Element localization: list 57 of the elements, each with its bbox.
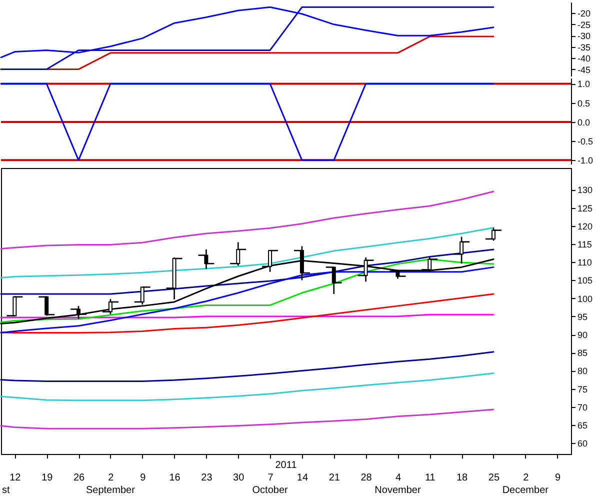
- x-tick-label: 4: [395, 472, 402, 484]
- x-tick-label: 26: [73, 472, 86, 484]
- y-tick-label: 0.5: [578, 98, 590, 108]
- y-tick-label: 90: [578, 330, 588, 340]
- x-tick-label: 2: [523, 472, 530, 484]
- y-tick-label: 95: [578, 312, 588, 322]
- y-tick-label: 1.0: [578, 79, 590, 90]
- x2-tick-label: September: [86, 485, 136, 496]
- x-tick-label: 12: [10, 472, 22, 484]
- x-tick-label: 9: [140, 472, 146, 484]
- line-series: [0, 293, 494, 334]
- line-series: [0, 408, 494, 430]
- x2-tick-label: October: [252, 485, 288, 496]
- line-series: [0, 372, 494, 402]
- x-tick-label: 19: [42, 472, 54, 484]
- y-tick-label: -35: [578, 42, 591, 52]
- line-series: [0, 351, 494, 382]
- y-tick-label: 75: [578, 384, 588, 394]
- y-tick-label: 105: [578, 276, 593, 286]
- x-tick-label: 23: [201, 472, 213, 484]
- y-tick-label: -25: [578, 20, 591, 30]
- y-tick-label: 60: [578, 438, 588, 449]
- x-tick-label: 11: [424, 472, 436, 484]
- y-tick-label: 0.0: [578, 117, 590, 128]
- x-axis-title: 2011: [275, 460, 298, 471]
- y-tick-label: 110: [578, 258, 592, 268]
- x-tick-label: 28: [360, 472, 372, 484]
- line-series: [0, 190, 494, 250]
- y-tick-label: 85: [578, 348, 588, 358]
- y-tick-label: 130: [578, 185, 593, 196]
- x-tick-label: 14: [296, 472, 308, 484]
- x-tick-label: 7: [268, 472, 274, 484]
- x-tick-label: 18: [456, 472, 468, 484]
- x-tick-label: 9: [555, 472, 562, 484]
- y-tick-label: 80: [578, 366, 588, 376]
- x-tick-label: 30: [233, 472, 245, 484]
- y-tick-label: -1.0: [578, 156, 594, 166]
- y-tick-label: 120: [578, 221, 593, 232]
- x2-tick-label: December: [502, 485, 550, 496]
- line-series: [0, 226, 494, 278]
- x-tick-label: 25: [488, 472, 500, 484]
- y-tick-label: -45: [578, 64, 591, 75]
- line-series: [0, 6, 494, 58]
- x-tick-label: 2: [108, 472, 114, 484]
- x-tick-label: 21: [328, 472, 340, 484]
- x2-tick-label: November: [374, 485, 422, 496]
- y-tick-label: 65: [578, 420, 588, 431]
- y-tick-label: 100: [578, 294, 593, 304]
- y-tick-label: 115: [578, 240, 592, 250]
- y-tick-label: 125: [578, 203, 593, 214]
- x-tick-label: 16: [169, 472, 181, 484]
- y-tick-label: -40: [578, 54, 591, 64]
- text: st: [2, 485, 10, 496]
- y-tick-label: -20: [578, 8, 591, 19]
- y-tick-label: -0.5: [578, 136, 594, 147]
- y-tick-label: -30: [578, 31, 591, 42]
- y-tick-label: 70: [578, 402, 588, 412]
